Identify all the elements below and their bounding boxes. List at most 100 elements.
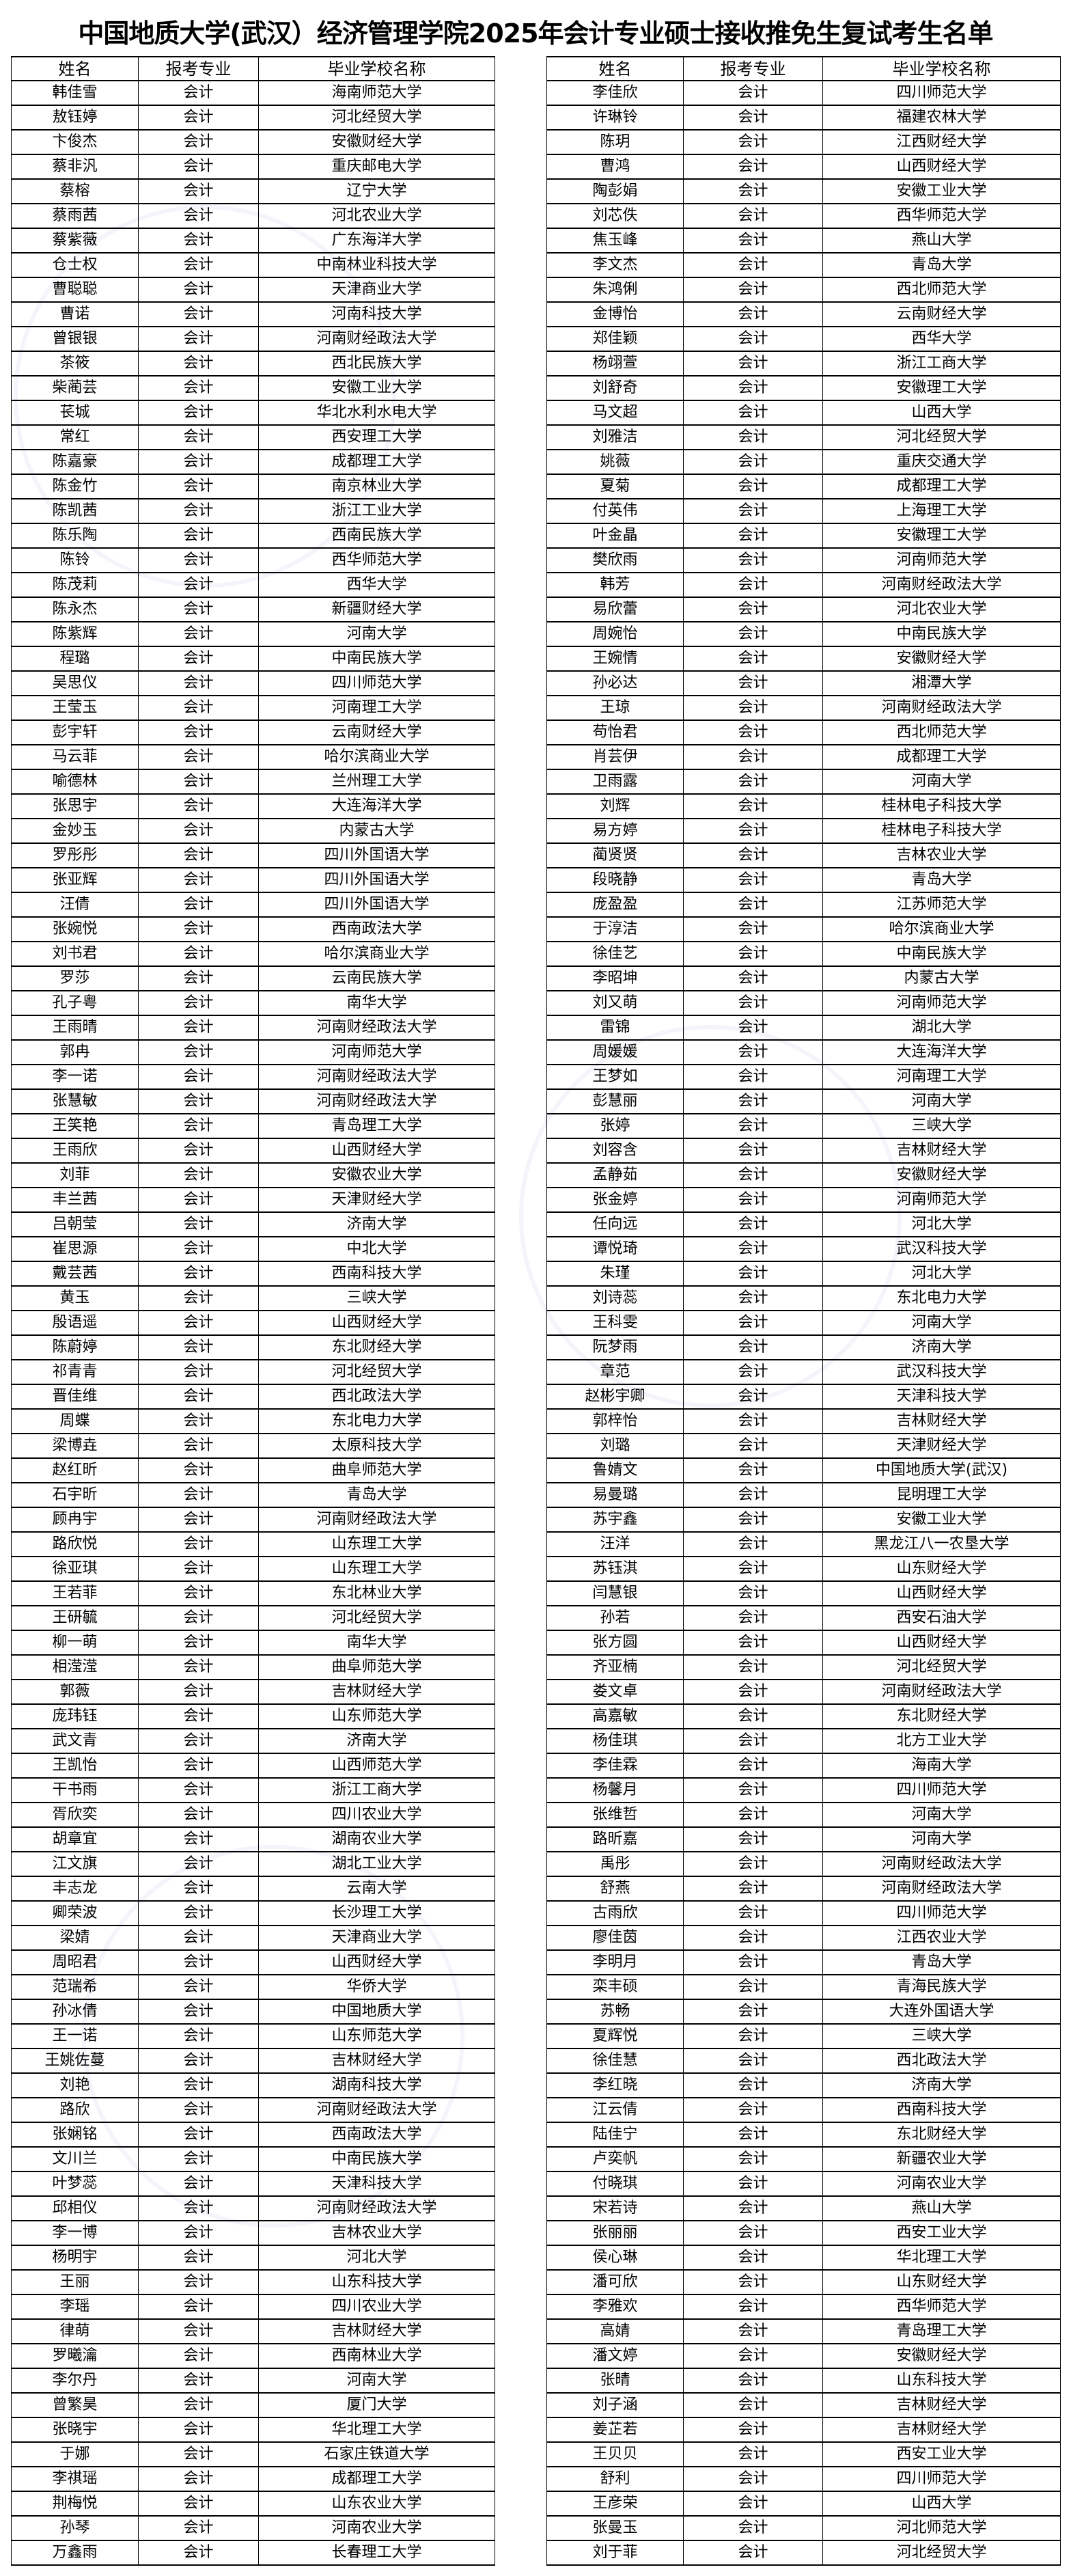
student-name-cell: 荆梅悦: [11, 2491, 139, 2517]
major-cell: 会计: [683, 1064, 823, 1090]
student-name-cell: 陈茂莉: [11, 572, 139, 598]
column-header-name: 姓名: [546, 56, 684, 81]
major-cell: 会计: [138, 178, 259, 204]
student-name-cell: 陈乐陶: [11, 523, 139, 549]
table-row: 舒利 会计 四川师范大学: [546, 2466, 1061, 2492]
student-name-cell: 卞俊杰: [11, 129, 139, 155]
column-header-school: 毕业学校名称: [258, 56, 495, 81]
table-row: 庞盈盈 会计 江苏师范大学: [546, 892, 1061, 918]
school-cell: 河南大学: [258, 621, 495, 647]
school-cell: 河南财经政法大学: [258, 1064, 495, 1090]
table-row: 戴芸茜 会计 西南科技大学: [11, 1261, 495, 1287]
school-cell: 青岛大学: [822, 252, 1061, 278]
school-cell: 燕山大学: [822, 228, 1061, 254]
major-cell: 会计: [138, 1384, 259, 1410]
school-cell: 河北农业大学: [822, 597, 1061, 622]
student-name-cell: 苏畅: [546, 1999, 684, 2025]
student-name-cell: 路欣悦: [11, 1531, 139, 1557]
table-row: 顾冉宇 会计 河南财经政法大学: [11, 1507, 495, 1533]
student-name-cell: 闫慧银: [546, 1580, 684, 1606]
school-cell: 三峡大学: [258, 1285, 495, 1311]
student-name-cell: 卢奕帆: [546, 2146, 684, 2172]
student-name-cell: 李祺瑶: [11, 2466, 139, 2492]
major-cell: 会计: [138, 2269, 259, 2295]
student-name-cell: 敖钰婷: [11, 105, 139, 131]
student-name-cell: 文川兰: [11, 2146, 139, 2172]
student-name-cell: 娄文卓: [546, 1679, 684, 1705]
student-name-cell: 刘于菲: [546, 2540, 684, 2566]
major-cell: 会计: [138, 892, 259, 918]
major-cell: 会计: [683, 1408, 823, 1434]
major-cell: 会计: [683, 424, 823, 450]
table-row: 王科雯 会计 河南大学: [546, 1310, 1061, 1336]
table-header-row: 姓名 报考专业 毕业学校名称: [546, 56, 1061, 81]
student-name-cell: 江云倩: [546, 2097, 684, 2123]
school-cell: 河南农业大学: [258, 2515, 495, 2541]
school-cell: 黑龙江八一农垦大学: [822, 1531, 1061, 1557]
table-row: 孙冰倩 会计 中国地质大学: [11, 1999, 495, 2025]
major-cell: 会计: [683, 2491, 823, 2517]
school-cell: 安徽工业大学: [822, 178, 1061, 204]
student-name-cell: 顾冉宇: [11, 1507, 139, 1533]
school-cell: 兰州理工大学: [258, 769, 495, 795]
school-cell: 海南师范大学: [258, 80, 495, 106]
student-name-cell: 朱鸿俐: [546, 277, 684, 303]
major-cell: 会计: [138, 1162, 259, 1188]
major-cell: 会计: [683, 1999, 823, 2025]
major-cell: 会计: [683, 1236, 823, 1262]
major-cell: 会计: [138, 1851, 259, 1877]
major-cell: 会计: [683, 941, 823, 967]
major-cell: 会计: [683, 1580, 823, 1606]
student-name-cell: 苏宇鑫: [546, 1507, 684, 1533]
table-row: 郭冉 会计 河南师范大学: [11, 1039, 495, 1065]
school-cell: 吉林财经大学: [822, 1138, 1061, 1164]
table-row: 韩佳雪 会计 海南师范大学: [11, 80, 495, 106]
major-cell: 会计: [138, 2023, 259, 2049]
student-name-cell: 孙必达: [546, 670, 684, 696]
student-name-cell: 李瑶: [11, 2294, 139, 2320]
table-row: 柳一萌 会计 南华大学: [11, 1630, 495, 1656]
major-cell: 会计: [138, 1064, 259, 1090]
student-name-cell: 常红: [11, 424, 139, 450]
school-cell: 河南师范大学: [822, 1187, 1061, 1213]
table-row: 王雨晴 会计 河南财经政法大学: [11, 1015, 495, 1041]
major-cell: 会计: [683, 1433, 823, 1459]
student-name-cell: 张晓宇: [11, 2417, 139, 2443]
school-cell: 山西大学: [822, 2491, 1061, 2517]
student-name-cell: 潘文婷: [546, 2343, 684, 2369]
student-name-cell: 蔺贤贤: [546, 842, 684, 868]
student-name-cell: 陆佳宁: [546, 2122, 684, 2148]
table-row: 崔思源 会计 中北大学: [11, 1236, 495, 1262]
major-cell: 会计: [138, 351, 259, 376]
table-row: 罗莎 会计 云南民族大学: [11, 965, 495, 991]
student-name-cell: 刘容含: [546, 1138, 684, 1164]
major-cell: 会计: [683, 1777, 823, 1803]
table-row: 任向远 会计 河北大学: [546, 1211, 1061, 1237]
table-row: 孙若 会计 西安石油大学: [546, 1605, 1061, 1631]
major-cell: 会计: [138, 105, 259, 131]
major-cell: 会计: [138, 1777, 259, 1803]
table-row: 陈乐陶 会计 西南民族大学: [11, 523, 495, 549]
student-name-cell: 张思宇: [11, 793, 139, 819]
table-row: 刘书君 会计 哈尔滨商业大学: [11, 941, 495, 967]
student-name-cell: 刘又萌: [546, 990, 684, 1016]
major-cell: 会计: [138, 1679, 259, 1705]
table-row: 梁博垚 会计 太原科技大学: [11, 1433, 495, 1459]
school-cell: 湖北大学: [822, 1015, 1061, 1041]
student-name-cell: 万鑫雨: [11, 2540, 139, 2566]
major-cell: 会计: [683, 498, 823, 524]
table-row: 路欣 会计 河南财经政法大学: [11, 2097, 495, 2123]
student-name-cell: 金博怡: [546, 301, 684, 327]
table-row: 张曼玉 会计 河北师范大学: [546, 2515, 1061, 2541]
table-row: 孟静茹 会计 安徽财经大学: [546, 1162, 1061, 1188]
school-cell: 南华大学: [258, 990, 495, 1016]
school-cell: 西安工业大学: [822, 2441, 1061, 2467]
major-cell: 会计: [138, 1482, 259, 1508]
student-name-cell: 侯心琳: [546, 2245, 684, 2271]
school-cell: 河北大学: [822, 1211, 1061, 1237]
school-cell: 西华大学: [822, 326, 1061, 352]
table-row: 张婉悦 会计 西南政法大学: [11, 916, 495, 942]
school-cell: 吉林农业大学: [822, 842, 1061, 868]
student-name-cell: 邱相仪: [11, 2195, 139, 2221]
major-cell: 会计: [683, 744, 823, 770]
